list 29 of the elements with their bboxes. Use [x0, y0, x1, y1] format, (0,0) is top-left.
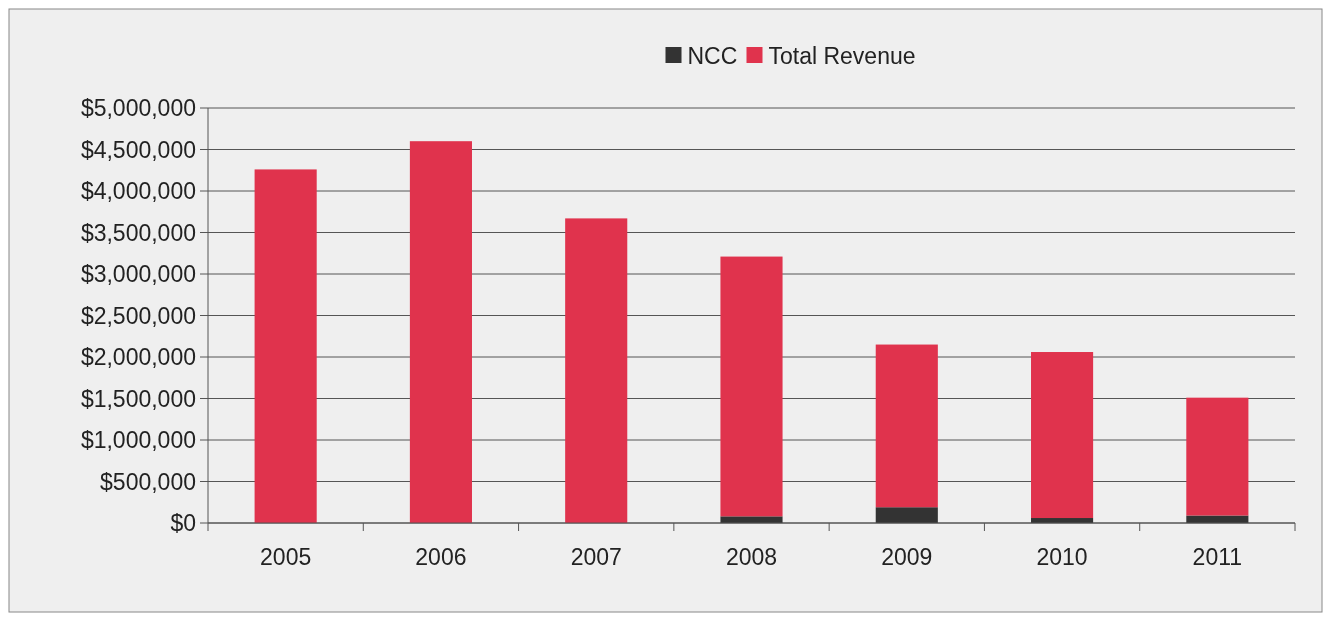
- x-tick-label: 2008: [725, 544, 778, 570]
- x-tick-label: 2005: [260, 544, 312, 570]
- bar: [875, 344, 938, 508]
- x-tick-label: 2009: [881, 544, 933, 570]
- bar: [254, 169, 317, 523]
- x-tick-label: 2010: [1036, 544, 1088, 570]
- bar: [720, 256, 783, 517]
- bar: [875, 507, 938, 523]
- bar: [565, 218, 628, 523]
- y-tick-label: $3,500,000: [80, 219, 196, 246]
- y-tick-label: $2,500,000: [80, 302, 196, 329]
- y-tick-label: $0: [170, 510, 196, 537]
- y-tick-label: $1,000,000: [80, 427, 196, 454]
- x-tick-label: 2011: [1192, 544, 1243, 570]
- legend-label: Total Revenue: [768, 43, 916, 70]
- y-tick-label: $2,000,000: [80, 344, 196, 371]
- y-tick-label: $4,000,000: [80, 178, 196, 205]
- bar: [720, 516, 783, 523]
- x-tick-label: 2006: [415, 544, 467, 570]
- bar: [1186, 397, 1249, 516]
- legend-label: NCC: [687, 43, 738, 70]
- y-tick-label: $1,500,000: [80, 385, 196, 412]
- y-tick-label: $500,000: [100, 468, 196, 495]
- y-tick-label: $3,000,000: [80, 261, 196, 288]
- y-tick-label: $5,000,000: [80, 95, 196, 122]
- bar: [409, 141, 472, 523]
- y-tick-label: $4,500,000: [80, 136, 196, 163]
- x-tick-label: 2007: [570, 544, 622, 570]
- bar: [1031, 352, 1094, 519]
